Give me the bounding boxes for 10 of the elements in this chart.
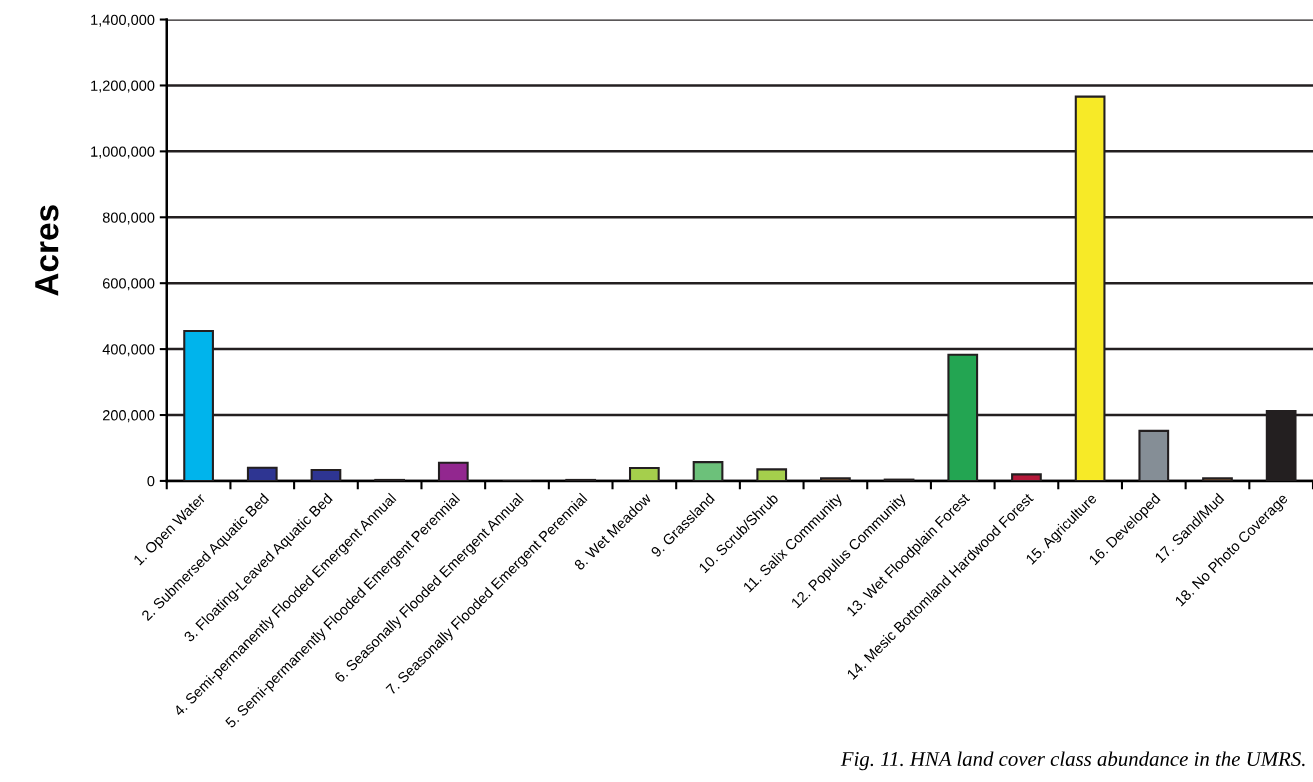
y-tick-label: 400,000 [102, 344, 155, 357]
y-tick-label: 600,000 [102, 278, 155, 291]
y-tick-label: 800,000 [102, 212, 155, 225]
y-tick-label: 1,000,000 [91, 146, 155, 159]
y-tick-label: 0 [147, 476, 155, 487]
y-tick-label: 1,400,000 [91, 14, 155, 27]
y-tick-label: 1,200,000 [91, 80, 155, 93]
caption: Fig. 11. HNA land cover class abundance in the UMRS. [840, 751, 1305, 771]
y-tick-label: 200,000 [102, 410, 155, 423]
y-axis-title: Acres [35, 205, 59, 296]
